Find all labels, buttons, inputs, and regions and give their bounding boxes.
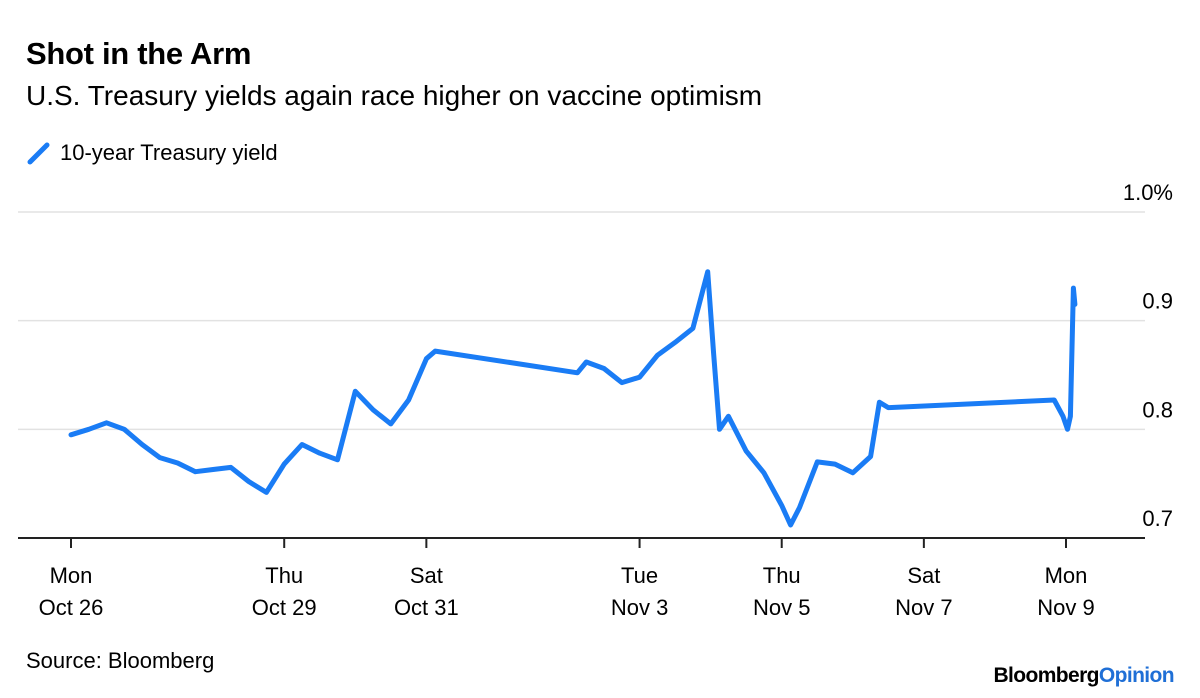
x-tick-date: Oct 26: [39, 595, 104, 620]
x-tick-day: Sat: [907, 563, 940, 588]
y-tick-label: 1.0%: [1123, 180, 1173, 205]
x-tick-day: Tue: [621, 563, 658, 588]
brand-accent: Opinion: [1098, 664, 1175, 687]
legend: 10-year Treasury yield: [26, 140, 278, 166]
x-tick-day: Mon: [1045, 563, 1088, 588]
x-tick-date: Nov 9: [1037, 595, 1094, 620]
line-chart: 1.0% 0.9 0.8 0.7 Mon Oct 26 Thu Oct 29 Sat Oct 3…: [18, 180, 1173, 620]
legend-label: 10-year Treasury yield: [60, 140, 278, 165]
x-tick-day: Thu: [265, 563, 303, 588]
legend-line-swatch: [27, 142, 50, 165]
x-tick-date: Oct 29: [252, 595, 317, 620]
x-tick-day: Mon: [50, 563, 93, 588]
y-axis-ticks: 1.0% 0.9 0.8 0.7: [1123, 180, 1173, 531]
x-axis-ticks: Mon Oct 26 Thu Oct 29 Sat Oct 31 Tue Nov 3 Thu No…: [39, 538, 1095, 620]
brand-logo: BloombergOpinion: [993, 664, 1174, 688]
chart-subtitle: U.S. Treasury yields again race higher o…: [26, 80, 763, 111]
series-layer: [68, 269, 1078, 528]
x-tick-date: Oct 31: [394, 595, 459, 620]
x-tick-day: Sat: [410, 563, 443, 588]
x-tick-date: Nov 3: [611, 595, 668, 620]
chart-title: Shot in the Arm: [26, 36, 252, 71]
x-tick-date: Nov 7: [895, 595, 952, 620]
y-tick-label: 0.9: [1142, 289, 1173, 314]
gridlines: [18, 211, 1145, 431]
y-tick-label: 0.8: [1142, 397, 1173, 422]
y-tick-label: 0.7: [1142, 506, 1173, 531]
series-line-10-year-treasury-yield: [68, 269, 1078, 528]
x-tick-day: Thu: [763, 563, 801, 588]
x-tick-date: Nov 5: [753, 595, 810, 620]
brand-main: Bloomberg: [993, 664, 1099, 687]
source-note: Source: Bloomberg: [26, 648, 215, 673]
